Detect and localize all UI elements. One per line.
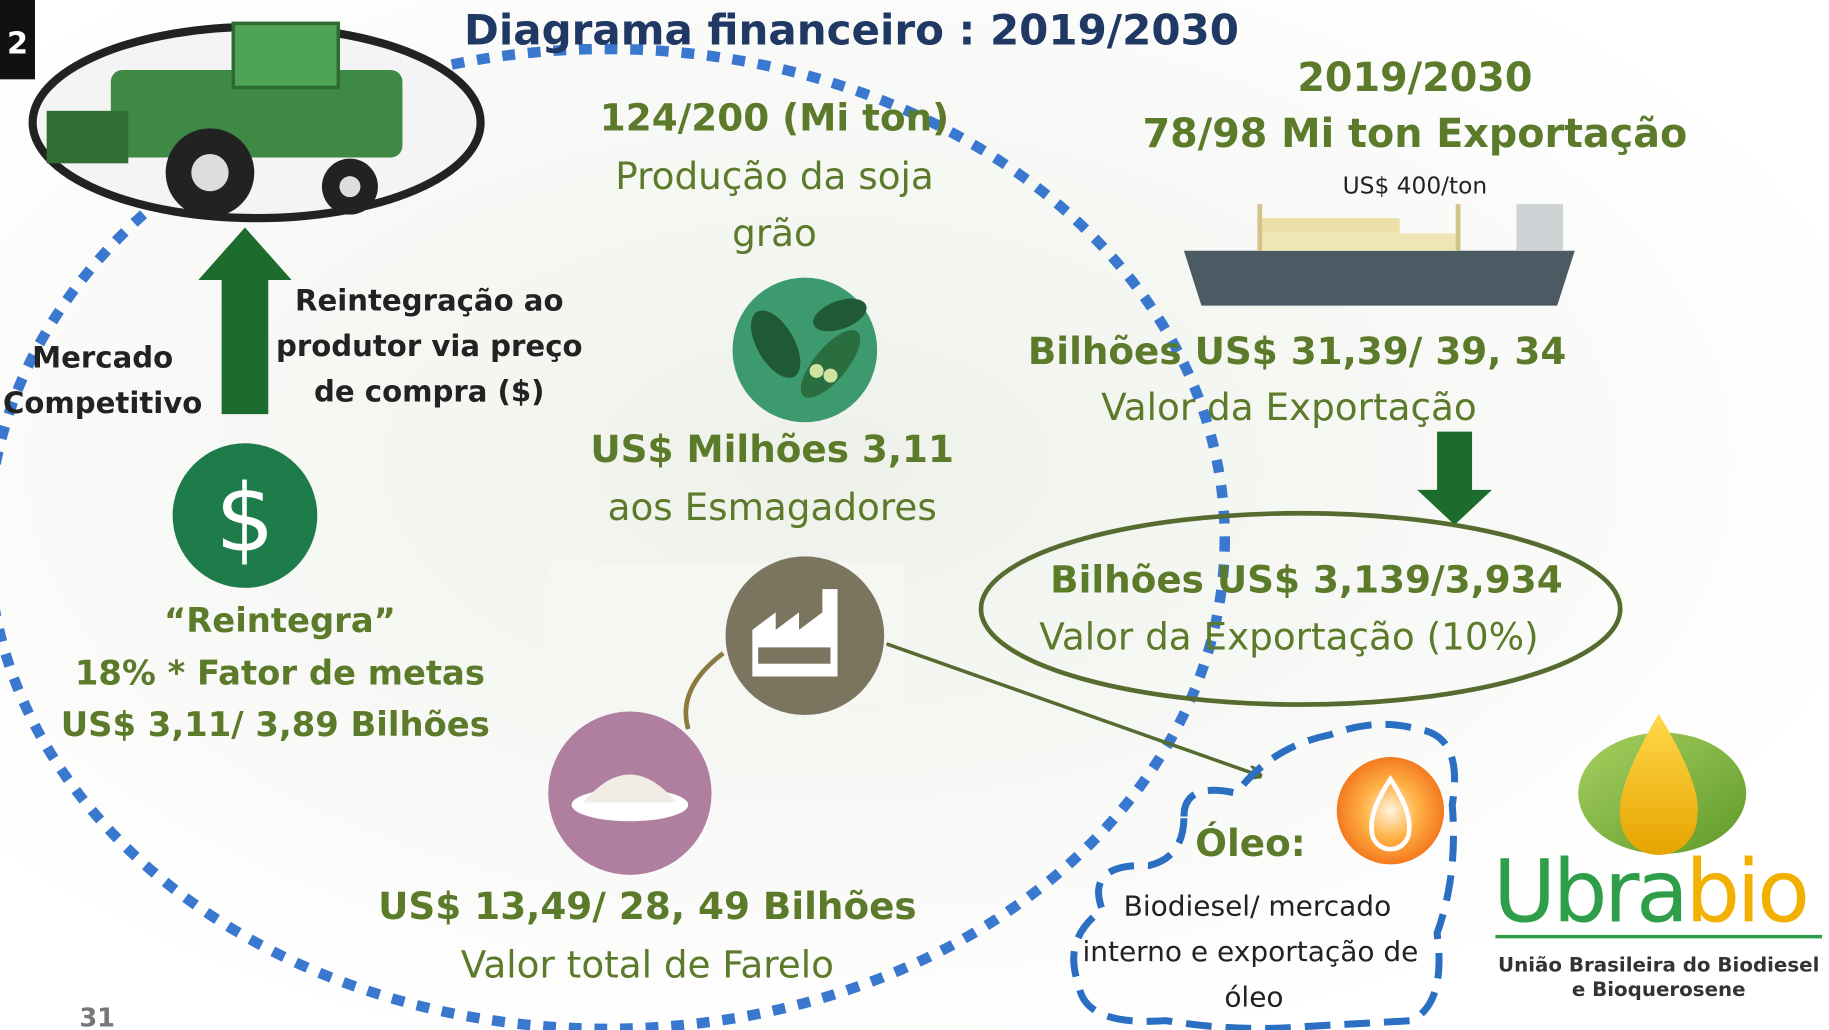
logo-text: Ubrabio (1493, 843, 1806, 943)
reintegration-line: produtor via preço (276, 329, 583, 363)
oil-title: Óleo: (1195, 821, 1305, 865)
title: Diagrama financeiro : 2019/2030 (464, 5, 1239, 54)
ship-icon (1183, 204, 1575, 306)
soy-icon (732, 277, 878, 423)
crushers-line: aos Esmagadores (608, 485, 937, 529)
logo-line: União Brasileira do Biodiesel (1498, 954, 1819, 977)
export-value-line: Bilhões US$ 31,39/ 39, 34 (1028, 329, 1567, 373)
down-arrow (1417, 431, 1492, 525)
badge: 2 (7, 27, 28, 62)
reintegra-line: “Reintegra” (164, 601, 396, 640)
dollar-icon: $ (215, 465, 274, 574)
production-line: Produção da soja (615, 154, 934, 198)
export-price: US$ 400/ton (1343, 173, 1488, 200)
crushers-line: US$ Milhões 3,11 (590, 427, 954, 471)
badge-box (0, 0, 35, 80)
logo-icon (1578, 713, 1747, 856)
page-number: 31 (79, 1003, 115, 1030)
reintegra-line: US$ 3,11/ 3,89 Bilhões (61, 705, 490, 744)
oil-line: interno e exportação de (1082, 935, 1418, 968)
export-value-line: Valor da Exportação (1101, 385, 1477, 429)
reintegration-line: de compra ($) (314, 374, 545, 408)
logo-bio: bio (1685, 843, 1806, 943)
dotted-circle (0, 43, 1230, 1030)
connector (683, 651, 725, 730)
reintegration-line: Reintegração ao (295, 283, 563, 317)
harvester-icon (28, 21, 485, 223)
reintegra-line: 18% * Fator de metas (75, 654, 485, 693)
dollar-circle (172, 443, 318, 588)
bowl-icon (548, 711, 712, 875)
export-share-ellipse (978, 510, 1623, 707)
export-header-line: 2019/2030 (1297, 55, 1532, 101)
export-share-line: Valor da Exportação (10%) (1039, 615, 1538, 659)
farelo-line: Valor total de Farelo (461, 942, 834, 986)
market-line: Mercado (32, 340, 173, 374)
factory-icon (725, 556, 885, 716)
oil-line: Biodiesel/ mercado (1124, 890, 1392, 923)
oil-cloud (1070, 720, 1459, 1030)
farelo-line: US$ 13,49/ 28, 49 Bilhões (378, 884, 917, 928)
market-line: Competitivo (3, 386, 202, 420)
oil-line: óleo (1224, 981, 1283, 1014)
production-line: grão (732, 211, 817, 255)
production-line: 124/200 (Mi ton) (600, 96, 949, 140)
logo-line: e Bioquerosene (1572, 978, 1746, 1001)
oil-arrow (885, 642, 1260, 776)
export-header-line: 78/98 Mi ton Exportação (1143, 111, 1688, 157)
export-share-line: Bilhões US$ 3,139/3,934 (1050, 558, 1563, 602)
oil-icon (1336, 757, 1445, 865)
logo-ubra: Ubra (1493, 843, 1685, 943)
